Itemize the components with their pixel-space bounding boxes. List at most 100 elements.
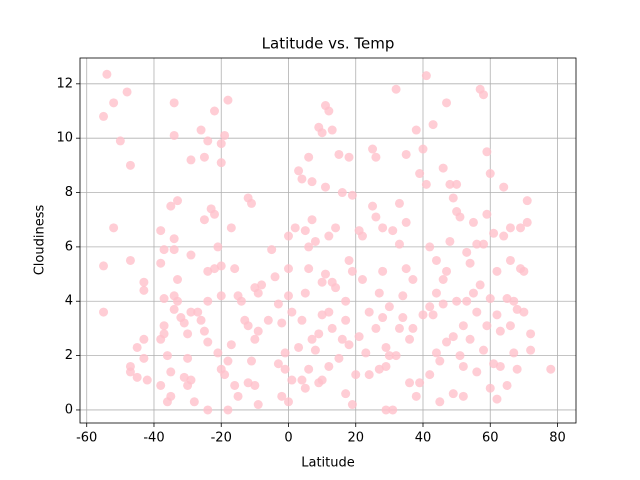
point [300, 226, 310, 236]
point [169, 245, 179, 255]
point [324, 106, 334, 116]
point [159, 294, 169, 304]
point [169, 304, 179, 314]
point [280, 348, 290, 358]
point [378, 223, 388, 233]
point [320, 182, 330, 192]
point [307, 334, 317, 344]
point [374, 364, 384, 374]
point [455, 212, 465, 222]
point [109, 223, 119, 233]
y-tick-label: 2 [65, 348, 73, 363]
point [115, 136, 125, 146]
point [526, 329, 536, 339]
point [502, 380, 512, 390]
point [203, 405, 213, 415]
point [347, 190, 357, 200]
point [226, 340, 236, 350]
point [438, 299, 448, 309]
point [139, 353, 149, 363]
point [421, 71, 431, 81]
point [495, 361, 505, 371]
y-tick-label: 12 [56, 76, 73, 91]
point [304, 264, 314, 274]
point [431, 288, 441, 298]
point [210, 106, 220, 116]
point [280, 364, 290, 374]
point [381, 342, 391, 352]
point [236, 296, 246, 306]
point [482, 209, 492, 219]
point [253, 326, 263, 336]
point [512, 304, 522, 314]
point [186, 250, 196, 260]
point [162, 397, 172, 407]
point [310, 236, 320, 246]
y-axis-label: Cloudiness [33, 205, 48, 276]
point [324, 361, 334, 371]
point [169, 234, 179, 244]
point [294, 342, 304, 352]
point [216, 291, 226, 301]
point [401, 149, 411, 159]
point [364, 370, 374, 380]
point [263, 315, 273, 325]
point [223, 356, 233, 366]
point [431, 348, 441, 358]
point [220, 370, 230, 380]
point [391, 84, 401, 94]
point [388, 405, 398, 415]
point [125, 160, 135, 170]
point [398, 291, 408, 301]
point [156, 380, 166, 390]
point [374, 288, 384, 298]
point [162, 351, 172, 361]
plot-frame [79, 57, 577, 424]
point [166, 201, 176, 211]
point [458, 361, 468, 371]
point [408, 275, 418, 285]
point [472, 307, 482, 317]
point [522, 196, 532, 206]
point [246, 356, 256, 366]
x-tick-label: -20 [211, 431, 232, 446]
point [425, 370, 435, 380]
point [189, 397, 199, 407]
point [394, 239, 404, 249]
point [99, 111, 109, 121]
point [485, 169, 495, 179]
point [344, 340, 354, 350]
point [452, 296, 462, 306]
point [448, 193, 458, 203]
point [283, 264, 293, 274]
point [183, 353, 193, 363]
point [320, 269, 330, 279]
point [428, 120, 438, 130]
point [169, 130, 179, 140]
point [445, 179, 455, 189]
point [384, 351, 394, 361]
point [347, 400, 357, 410]
x-tick-label: 20 [347, 431, 364, 446]
y-tick-label: 8 [65, 185, 73, 200]
point [462, 247, 472, 257]
point [452, 179, 462, 189]
point [122, 87, 132, 97]
point [287, 375, 297, 385]
point [492, 310, 502, 320]
point [267, 245, 277, 255]
point [361, 348, 371, 358]
point [156, 258, 166, 268]
point [415, 169, 425, 179]
point [391, 351, 401, 361]
point [327, 125, 337, 135]
x-tick-label: -40 [143, 431, 164, 446]
point [307, 177, 317, 187]
point [173, 196, 183, 206]
point [509, 296, 519, 306]
point [220, 130, 230, 140]
point [431, 255, 441, 265]
point [405, 334, 415, 344]
